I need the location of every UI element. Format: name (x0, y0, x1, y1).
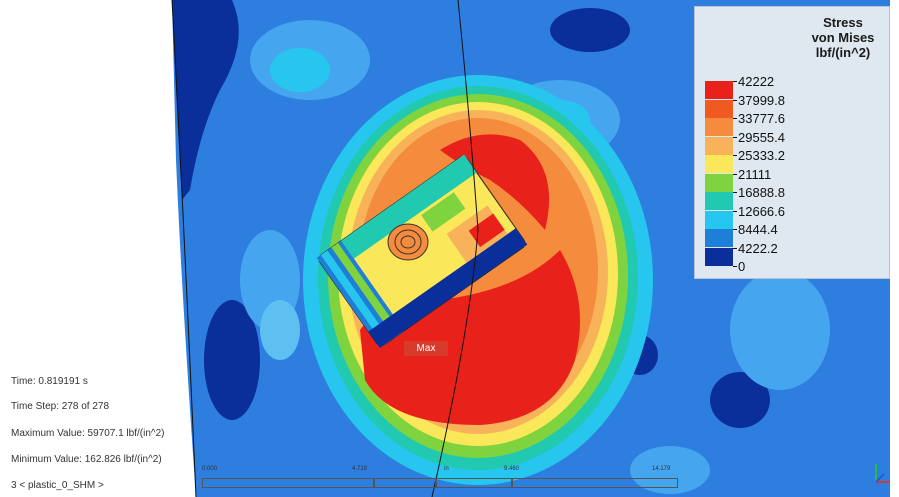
legend-tick (733, 229, 737, 230)
legend-tick (733, 210, 737, 212)
maximum-value-readout: Maximum Value: 59707.1 lbf/(in^2) (11, 428, 165, 439)
ruler-segment (202, 478, 374, 488)
legend-swatch (705, 192, 733, 210)
legend-swatch (705, 210, 733, 229)
ruler-label: 0.000 (202, 466, 218, 472)
legend-tick (733, 99, 737, 101)
legend-value: 25333.2 (738, 148, 785, 163)
legend-title: Stress (823, 15, 863, 30)
legend-tick (733, 266, 737, 267)
low-stress-region (550, 8, 630, 52)
stress-legend: Stress von Mises lbf/(in^2) 42222 37999.8… (694, 6, 890, 279)
legend-value: 4222.2 (738, 240, 778, 256)
stress-band-red (440, 134, 550, 230)
legend-value: 21111 (738, 166, 772, 182)
legend-tick (733, 136, 737, 138)
legend-tick (733, 118, 737, 119)
low-stress-region (172, 0, 239, 200)
time-readout: Time: 0.819191 s (11, 376, 88, 387)
washer-edge-band (320, 250, 391, 346)
bolt-head-ring (400, 235, 416, 249)
washer-edge-band (341, 154, 477, 259)
legend-value: 33777.6 (738, 111, 785, 126)
minimum-value-readout: Minimum Value: 162.826 lbf/(in^2) (11, 454, 162, 465)
legend-tick (733, 247, 737, 249)
legend-swatch (705, 247, 733, 266)
legend-swatch (705, 136, 733, 155)
legend-tick (733, 192, 737, 193)
legend-swatch (705, 229, 733, 247)
legend-value: 29555.4 (738, 129, 785, 145)
legend-swatch (705, 81, 733, 99)
washer-stress-patch (421, 192, 466, 232)
legend-swatch (705, 118, 733, 136)
legend-tick (733, 81, 737, 82)
legend-subtitle: von Mises (811, 30, 875, 45)
low-stress-region (710, 372, 770, 428)
legend-value: 8444.4 (738, 222, 778, 237)
legend-value: 12666.6 (738, 203, 785, 219)
legend-swatch (705, 99, 733, 118)
legend-value: 37999.8 (738, 92, 785, 108)
legend-swatch (705, 155, 733, 173)
stress-band-red (360, 250, 580, 425)
scale-ruler: 0.000 4.719 in 9.460 14.179 (202, 466, 682, 492)
cyan-region (270, 48, 330, 92)
legend-unit: lbf/(in^2) (815, 45, 871, 60)
max-probe-label[interactable]: Max (404, 341, 448, 356)
mid-low-stress-region (730, 270, 830, 390)
ruler-label: 9.460 (504, 466, 520, 472)
ruler-label: in (444, 466, 449, 472)
ruler-segment (436, 478, 512, 488)
cyan-region (260, 300, 300, 360)
bolt-head-ring (394, 229, 422, 255)
washer-edge-band (368, 228, 528, 348)
design-name: 3 < plastic_0_SHM > (11, 480, 104, 491)
model-boundary-line (171, 0, 197, 497)
axis-triad-icon[interactable] (870, 458, 894, 488)
bolt-head (387, 223, 429, 261)
ruler-segment (374, 478, 436, 488)
model-edge-line (431, 0, 479, 497)
ruler-label: 4.719 (352, 466, 368, 472)
legend-value: 42222 (738, 74, 775, 89)
ruler-segment (512, 478, 678, 488)
legend-value: 16888.8 (738, 185, 785, 200)
washer-edge-band (331, 242, 402, 338)
legend-value: 0 (738, 259, 746, 274)
time-step-readout: Time Step: 278 of 278 (11, 401, 110, 412)
legend-tick (733, 155, 737, 156)
low-stress-region (204, 300, 260, 420)
legend-swatch (705, 173, 733, 192)
cyan-region (630, 446, 710, 494)
ruler-label: 14.179 (652, 466, 671, 472)
legend-tick (733, 173, 737, 175)
